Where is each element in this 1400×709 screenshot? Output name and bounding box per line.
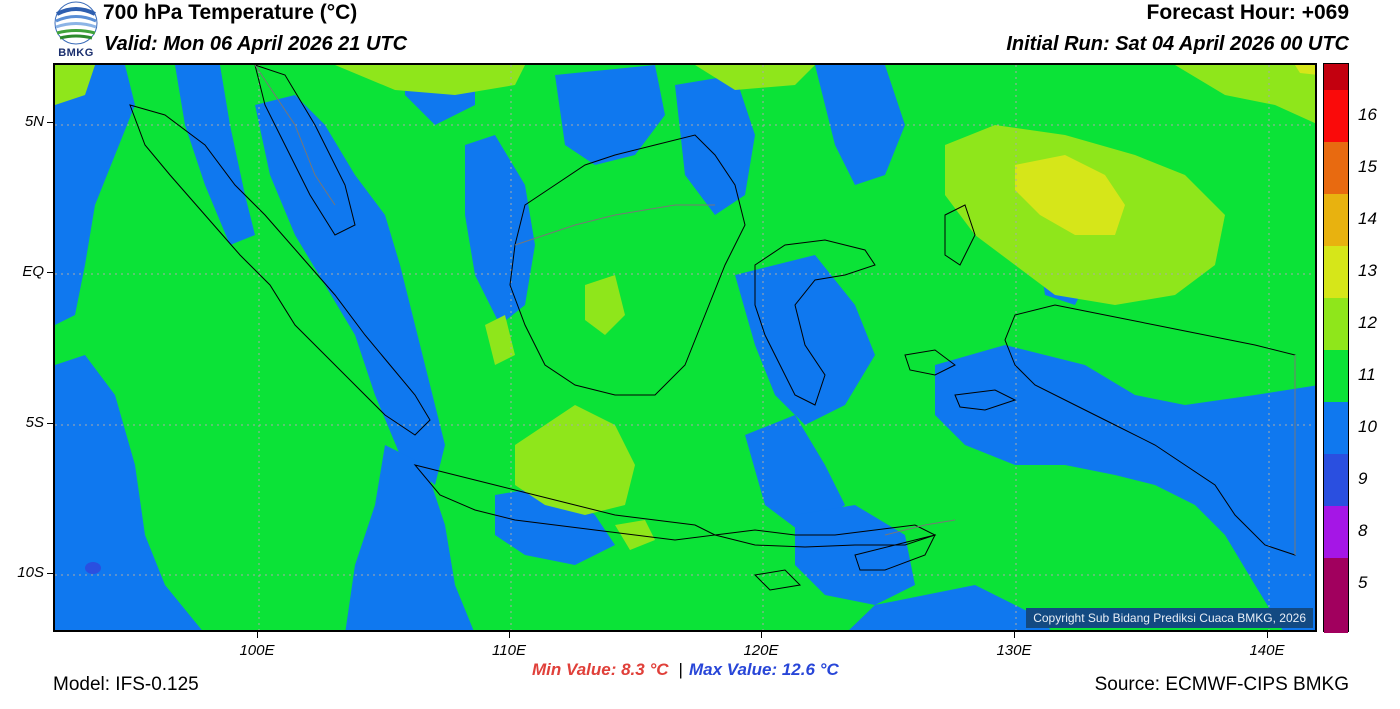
sulawesi-coast <box>754 239 876 406</box>
colorbar-label: 12 <box>1358 313 1377 332</box>
papua-coast <box>1004 304 1296 556</box>
cool-areas <box>55 65 1315 630</box>
lat-label-eq: EQ <box>22 263 44 280</box>
model-label: Model: IFS-0.125 <box>53 674 199 695</box>
malay-peninsula-coast <box>254 65 356 236</box>
coastlines <box>129 65 1296 591</box>
colorbar-label: 15 <box>1358 157 1377 176</box>
map-field <box>55 65 1315 630</box>
colorbar-label: 10 <box>1358 417 1377 436</box>
colorbar-segment <box>1324 298 1348 350</box>
lat-tick <box>47 423 53 424</box>
colorbar-segment <box>1324 142 1348 194</box>
lon-tick <box>1267 632 1268 638</box>
colorbar-label: 16 <box>1358 105 1377 124</box>
graticule <box>55 65 1315 630</box>
colorbar-segment <box>1324 90 1348 142</box>
timor-coast <box>854 534 936 571</box>
initial-run: Initial Run: Sat 04 April 2026 00 UTC <box>1006 33 1349 55</box>
colorbar-segment <box>1324 454 1348 506</box>
colorbar-segment <box>1324 558 1348 633</box>
temperature-map: Copyright Sub Bidang Prediksi Cuaca BMKG… <box>53 63 1317 632</box>
maluku-coast <box>904 349 956 376</box>
borneo-coast <box>509 134 746 396</box>
lat-tick <box>47 272 53 273</box>
forecast-hour: Forecast Hour: +069 <box>1146 1 1350 24</box>
colorbar-segment <box>1324 506 1348 558</box>
lon-label-110e: 110E <box>492 642 526 659</box>
cool-blobs <box>85 562 101 574</box>
colorbar-label: 13 <box>1358 261 1377 280</box>
colorbar-segment <box>1324 64 1348 90</box>
min-value: Min Value: 8.3 °C <box>532 660 669 679</box>
colorbar-segment <box>1324 350 1348 402</box>
max-value: Max Value: 12.6 °C <box>688 660 839 679</box>
chart-title: 700 hPa Temperature (°C) <box>103 1 358 24</box>
nusa-tenggara-coast <box>714 524 937 548</box>
colorbar-segment <box>1324 402 1348 454</box>
colorbar-label: 8 <box>1358 521 1368 540</box>
colorbar-segment <box>1324 246 1348 298</box>
source-label: Source: ECMWF-CIPS BMKG <box>1094 674 1349 695</box>
lon-tick <box>1014 632 1015 638</box>
valid-time: Valid: Mon 06 April 2026 21 UTC <box>104 33 408 55</box>
lat-tick <box>47 573 53 574</box>
lat-label-10s: 10S <box>17 564 44 581</box>
borders <box>254 65 1296 555</box>
bmkg-logo: BMKG <box>50 0 102 62</box>
colorbar-label: 11 <box>1358 365 1376 384</box>
separator: | <box>678 660 683 679</box>
colorbar-label: 14 <box>1358 209 1377 228</box>
colorbar-label: 5 <box>1358 573 1368 592</box>
lon-tick <box>257 632 258 638</box>
sumba-coast <box>753 569 802 591</box>
copyright-notice: Copyright Sub Bidang Prediksi Cuaca BMKG… <box>1026 608 1313 628</box>
lon-label-120e: 120E <box>743 642 779 659</box>
lon-tick <box>761 632 762 638</box>
sumatra-coast <box>129 104 431 436</box>
min-max-values: Min Value: 8.3 °C | Max Value: 12.6 °C <box>532 660 839 680</box>
lat-label-5s: 5S <box>25 414 44 431</box>
colorbar-label: 9 <box>1358 469 1368 488</box>
hot-areas <box>1015 65 1315 235</box>
colorbar-segment <box>1324 194 1348 246</box>
lat-tick <box>47 122 53 123</box>
halmahera-coast <box>944 204 976 266</box>
lon-label-130e: 130E <box>996 642 1032 659</box>
lon-label-100e: 100E <box>239 642 275 659</box>
colorbar <box>1323 63 1349 633</box>
logo-text: BMKG <box>58 47 94 59</box>
seram-coast <box>954 389 1017 411</box>
lon-label-140e: 140E <box>1249 642 1285 659</box>
lat-label-5n: 5N <box>24 113 44 130</box>
lon-tick <box>509 632 510 638</box>
